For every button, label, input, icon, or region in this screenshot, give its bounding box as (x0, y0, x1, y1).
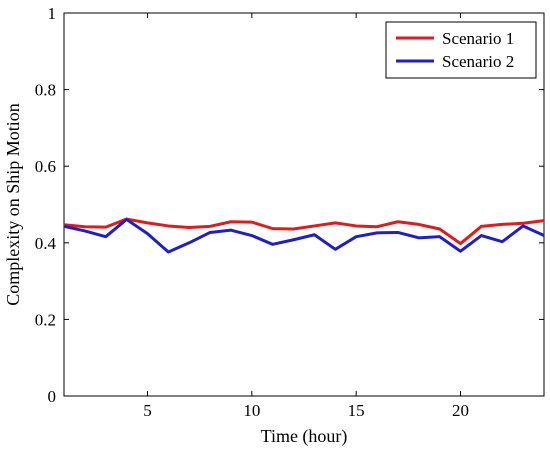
series-line-1 (63, 217, 545, 246)
legend: Scenario 1 Scenario 2 (385, 21, 537, 79)
legend-label-2: Scenario 2 (442, 52, 514, 71)
legend-label-1: Scenario 1 (442, 29, 514, 48)
x-tick-label: 15 (348, 401, 365, 420)
y-tick-label: 1 (48, 4, 57, 23)
x-tick-label: 10 (243, 401, 260, 420)
x-tick-label: 5 (143, 401, 152, 420)
series-line-2 (63, 217, 545, 254)
y-tick-label: 0.2 (35, 310, 56, 329)
y-tick-label: 0 (48, 387, 57, 406)
y-tick-label: 0.6 (35, 157, 56, 176)
x-axis-label: Time (hour) (261, 426, 348, 447)
y-axis-label: Complexity on Ship Motion (3, 103, 23, 306)
legend-box (385, 21, 537, 79)
axes-box (63, 12, 545, 397)
x-tick-label: 20 (452, 401, 469, 420)
y-tick-label: 0.8 (35, 81, 56, 100)
plot-area: 5 10 15 20 0 0.2 0.4 0.6 0.8 1 (35, 4, 545, 420)
y-tick-label: 0.4 (35, 234, 57, 253)
